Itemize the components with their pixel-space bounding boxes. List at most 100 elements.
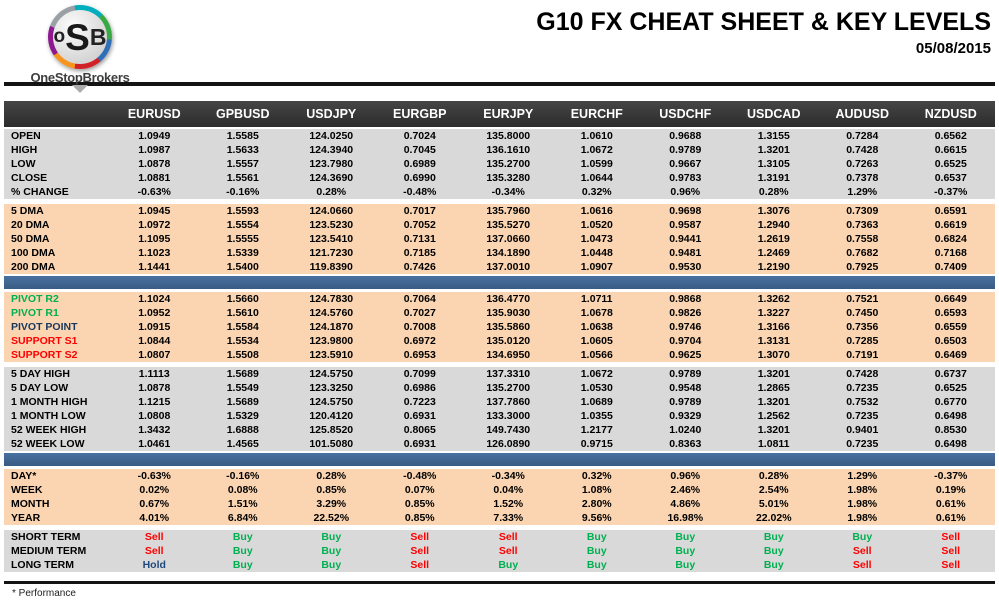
value-cell: 1.2619 — [757, 233, 790, 245]
signal-cell: Sell — [144, 531, 164, 543]
value-cell: 0.9746 — [669, 321, 702, 333]
value-cell: 1.0638 — [580, 321, 613, 333]
value-cell: -0.37% — [934, 470, 968, 482]
value-cell: -0.63% — [137, 186, 171, 198]
value-cell: 0.28% — [316, 470, 347, 482]
signal-cell: Sell — [410, 545, 430, 557]
value-cell: 1.1095 — [138, 233, 171, 245]
column-header-nzdusd: NZDUSD — [924, 107, 977, 121]
value-cell: 5.01% — [758, 498, 789, 510]
value-cell: 0.04% — [493, 484, 524, 496]
signal-cell: Sell — [410, 531, 430, 543]
value-cell: 0.6503 — [934, 335, 967, 347]
value-cell: -0.63% — [137, 470, 171, 482]
table-row: 5 DAY LOW 1.0878 1.5549 123.3250 0.6986 135.2… — [4, 381, 995, 395]
brand-name: OneStopBrokers — [30, 70, 130, 85]
value-cell: 0.6615 — [934, 144, 967, 156]
value-cell: 1.5593 — [226, 205, 259, 217]
value-cell: 1.3155 — [757, 130, 790, 142]
row-label: 100 DMA — [11, 247, 56, 259]
value-cell: 0.7235 — [846, 382, 879, 394]
signal-cell: Buy — [763, 531, 784, 543]
value-cell: 0.7450 — [846, 307, 879, 319]
value-cell: 137.7860 — [486, 396, 531, 408]
signal-cell: Sell — [852, 559, 872, 571]
value-cell: 0.9868 — [669, 293, 702, 305]
value-cell: 1.0808 — [138, 410, 171, 422]
column-header-audusd: AUDUSD — [835, 107, 889, 121]
section-dma: 5 DMA 1.0945 1.5593 124.0660 0.7017 135.7960 1… — [4, 204, 995, 274]
column-header-usdjpy: USDJPY — [306, 107, 357, 121]
value-cell: 0.6990 — [403, 172, 436, 184]
value-cell: 0.6931 — [403, 438, 436, 450]
value-cell: 149.7430 — [486, 424, 531, 436]
row-label: DAY* — [11, 470, 37, 482]
value-cell: 0.61% — [935, 498, 966, 510]
row-label: SUPPORT S2 — [11, 349, 78, 361]
value-cell: 0.96% — [670, 186, 701, 198]
value-cell: 0.6537 — [934, 172, 967, 184]
value-cell: 1.0678 — [580, 307, 613, 319]
row-label: 1 MONTH HIGH — [11, 396, 88, 408]
row-label: MEDIUM TERM — [11, 545, 87, 557]
value-cell: 1.2177 — [580, 424, 613, 436]
value-cell: 0.6824 — [934, 233, 967, 245]
value-cell: 0.9587 — [669, 219, 702, 231]
value-cell: 1.52% — [493, 498, 524, 510]
value-cell: 0.9401 — [846, 424, 879, 436]
value-cell: 0.7223 — [403, 396, 436, 408]
value-cell: 1.5555 — [226, 233, 259, 245]
signal-cell: Sell — [941, 531, 961, 543]
value-cell: 1.0616 — [580, 205, 613, 217]
value-cell: 0.7263 — [846, 158, 879, 170]
table-row: HIGH 1.0987 1.5633 124.3940 0.7045 136.1610 1.… — [4, 143, 995, 157]
value-cell: 0.7168 — [934, 247, 967, 259]
table-row: % CHANGE -0.63% -0.16% 0.28% -0.48% -0.34% 0.3… — [4, 185, 995, 199]
table-row: MEDIUM TERM Sell Buy Buy Sell Sell Buy Buy Buy Se… — [4, 544, 995, 558]
value-cell: 124.5760 — [309, 307, 354, 319]
value-cell: 0.32% — [581, 186, 612, 198]
signal-cell: Buy — [321, 531, 342, 543]
value-cell: 1.0811 — [757, 438, 790, 450]
signal-cell: Buy — [232, 559, 253, 571]
value-cell: 1.2940 — [757, 219, 790, 231]
value-cell: 0.6737 — [934, 368, 967, 380]
value-cell: 133.3000 — [486, 410, 531, 422]
signal-cell: Sell — [498, 545, 518, 557]
value-cell: 1.0530 — [580, 382, 613, 394]
table-row: 20 DMA 1.0972 1.5554 123.5230 0.7052 135.5270… — [4, 218, 995, 232]
value-cell: 0.9530 — [669, 261, 702, 273]
value-cell: 0.9625 — [669, 349, 702, 361]
row-label: SUPPORT S1 — [11, 335, 78, 347]
value-cell: 1.0952 — [138, 307, 171, 319]
corner-cell — [4, 101, 110, 127]
value-cell: 0.7052 — [403, 219, 436, 231]
value-cell: 134.6950 — [486, 349, 531, 361]
table-row: 100 DMA 1.1023 1.5339 121.7230 0.7185 134.189… — [4, 246, 995, 260]
value-cell: 1.0448 — [580, 247, 613, 259]
row-label: 200 DMA — [11, 261, 56, 273]
value-cell: 0.6986 — [403, 382, 436, 394]
value-cell: 1.29% — [847, 186, 878, 198]
value-cell: 2.80% — [581, 498, 612, 510]
value-cell: 4.86% — [670, 498, 701, 510]
section-divider-bar — [4, 453, 995, 466]
value-cell: 1.2562 — [757, 410, 790, 422]
signal-cell: Buy — [586, 545, 607, 557]
value-cell: 0.9715 — [580, 438, 613, 450]
value-cell: 1.0807 — [138, 349, 171, 361]
value-cell: 0.9826 — [669, 307, 702, 319]
value-cell: 123.5410 — [309, 233, 354, 245]
value-cell: 1.0915 — [138, 321, 171, 333]
value-cell: 0.7064 — [403, 293, 436, 305]
row-label: 5 DAY LOW — [11, 382, 69, 394]
value-cell: 1.3166 — [757, 321, 790, 333]
value-cell: 4.01% — [139, 512, 170, 524]
row-label: LOW — [11, 158, 36, 170]
value-cell: 0.28% — [316, 186, 347, 198]
value-cell: 1.29% — [847, 470, 878, 482]
value-cell: 1.0473 — [580, 233, 613, 245]
fx-table: EURUSD GPBUSD USDJPY EURGBP EURJPY EURCHF USDC… — [4, 101, 995, 572]
